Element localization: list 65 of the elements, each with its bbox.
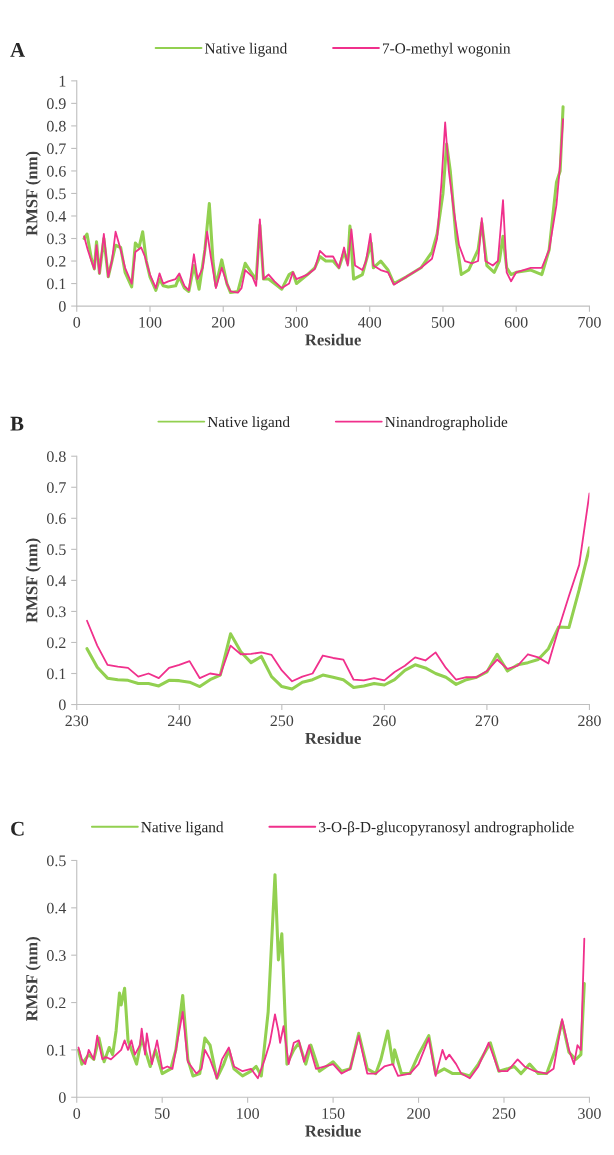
x-tick-label: 230 [65, 715, 89, 727]
line-series [77, 937, 586, 1080]
y-tick-label: 0.8 [46, 451, 66, 462]
x-axis-title: Residue [305, 333, 361, 346]
x-tick-label: 400 [358, 316, 382, 328]
y-axis-title: RMSF (nm) [25, 538, 41, 623]
legend-label: 7-O-methyl wogonin [382, 42, 511, 57]
x-tick-label: 50 [155, 1108, 170, 1119]
x-tick-label: 600 [504, 316, 528, 328]
y-tick-label: 0.5 [46, 855, 66, 867]
x-tick-label: 200 [211, 316, 235, 328]
x-tick-label: 700 [578, 316, 601, 328]
legend-label: Native ligand [204, 42, 288, 57]
chart-title: A [10, 43, 25, 57]
x-tick-label: 240 [168, 715, 191, 727]
y-tick-label: 0.7 [46, 143, 66, 155]
legend-label: 3-O-β-D-glucopyranosyl andrographolide [319, 821, 574, 836]
x-tick-label: 200 [407, 1108, 430, 1119]
x-tick-label: 100 [237, 1108, 260, 1119]
y-tick-label: 0.9 [46, 98, 66, 110]
y-tick-label: 0.6 [46, 513, 66, 525]
x-tick-label: 250 [492, 1108, 516, 1119]
y-tick-label: 0.3 [46, 233, 66, 245]
x-tick-label: 0 [73, 316, 81, 328]
y-tick-label: 0.4 [46, 210, 67, 222]
y-tick-label: 0.3 [46, 606, 66, 618]
x-tick-label: 0 [73, 1108, 81, 1119]
y-tick-label: 0.6 [46, 165, 66, 177]
x-tick-label: 250 [270, 715, 294, 727]
line-series [86, 492, 590, 683]
y-tick-label: 0.5 [46, 188, 66, 200]
y-tick-label: 1 [59, 75, 66, 87]
y-tick-label: 0.8 [46, 120, 66, 132]
x-tick-label: 260 [373, 715, 396, 727]
y-tick-label: 0.3 [46, 950, 66, 961]
x-axis-title: Residue [305, 732, 361, 744]
y-axis-title: RMSF (nm) [25, 937, 41, 1022]
y-tick-label: 0.1 [46, 1044, 66, 1056]
y-tick-label: 0.4 [46, 902, 67, 914]
y-tick-label: 0.2 [46, 637, 66, 649]
x-tick-label: 300 [285, 316, 308, 328]
y-tick-label: 0.7 [46, 482, 66, 494]
x-axis-title: Residue [305, 1124, 361, 1137]
x-tick-label: 280 [578, 715, 601, 727]
x-tick-label: 500 [431, 316, 455, 328]
x-tick-label: 300 [578, 1108, 601, 1119]
y-axis-title: RMSF (nm) [25, 151, 41, 236]
x-tick-label: 100 [139, 316, 162, 328]
legend-label: Native ligand [207, 416, 290, 431]
legend-label: Ninandrographolide [385, 416, 508, 431]
y-tick-label: 0.4 [46, 575, 67, 587]
y-tick-label: 0 [58, 301, 66, 312]
x-tick-label: 270 [475, 715, 499, 727]
y-tick-label: 0.2 [46, 997, 66, 1009]
y-tick-label: 0.2 [46, 255, 66, 267]
y-tick-label: 0.1 [46, 668, 66, 680]
line-series [85, 546, 590, 691]
y-tick-label: 0 [58, 699, 66, 711]
chart-title: C [11, 821, 24, 836]
legend-label: Native ligand [141, 821, 224, 836]
chart-title: B [10, 416, 24, 431]
y-tick-label: 0 [58, 1092, 66, 1103]
x-tick-label: 150 [322, 1108, 345, 1119]
y-tick-label: 0.1 [46, 278, 66, 290]
y-tick-label: 0.5 [46, 544, 66, 556]
